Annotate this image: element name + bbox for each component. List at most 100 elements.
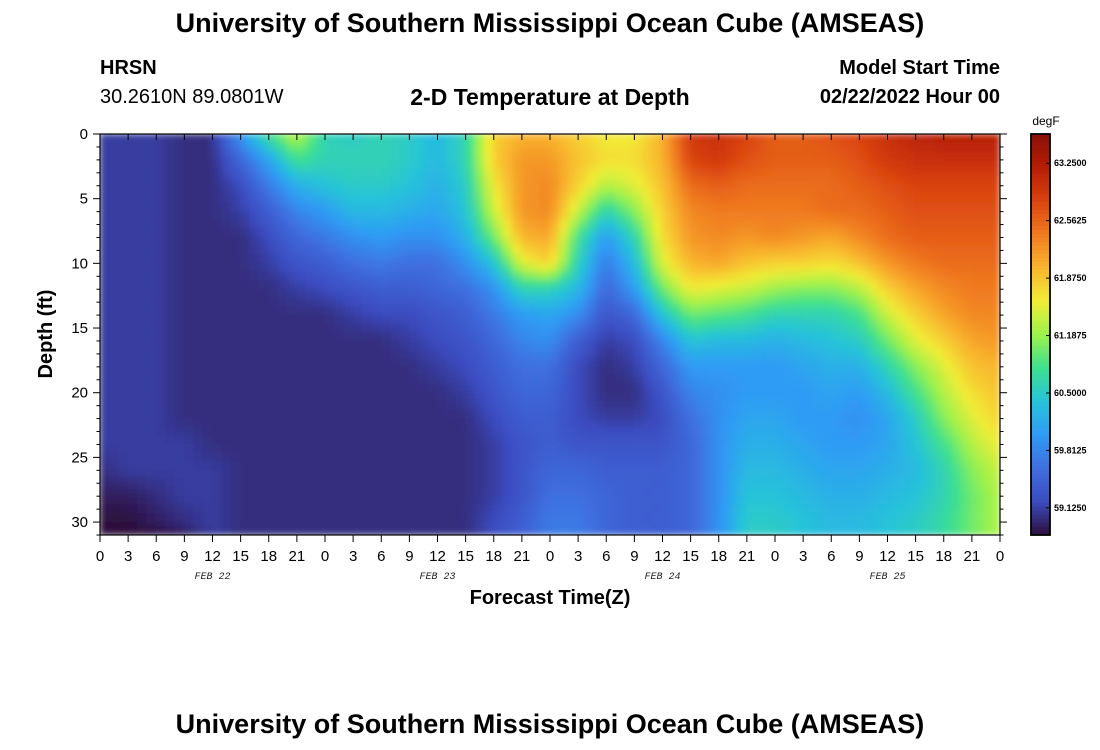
heatmap-cell — [446, 521, 457, 527]
heatmap-cell — [315, 478, 326, 489]
heatmap-cell — [727, 409, 738, 420]
heatmap-cell — [793, 487, 804, 497]
heatmap-cell — [465, 392, 476, 402]
heatmap-cell — [315, 305, 326, 316]
heatmap-cell — [652, 426, 663, 437]
heatmap-cell — [924, 504, 935, 514]
heatmap-cell — [230, 512, 242, 523]
heatmap-cell — [933, 254, 945, 264]
heatmap-cell — [849, 435, 860, 445]
heatmap-cell — [343, 314, 354, 325]
heatmap-cell — [633, 374, 645, 385]
heatmap-cell — [605, 331, 617, 342]
heatmap-cell — [718, 323, 729, 333]
heatmap-cell — [746, 185, 757, 195]
heatmap-cell — [952, 323, 963, 333]
heatmap-cell — [962, 478, 973, 489]
heatmap-cell — [240, 280, 251, 290]
heatmap-cell — [962, 512, 973, 523]
heatmap-cell — [596, 530, 607, 535]
heatmap-cell — [774, 185, 785, 195]
heatmap-cell — [137, 525, 148, 532]
heatmap-cell — [390, 211, 401, 221]
heatmap-cell — [118, 202, 129, 213]
heatmap-cell — [737, 366, 748, 376]
heatmap-cell — [230, 236, 242, 247]
heatmap-cell — [287, 495, 298, 506]
heatmap-cell — [540, 331, 551, 342]
heatmap-cell — [943, 202, 954, 213]
heatmap-cell — [183, 271, 195, 282]
date-label: FEB 24 — [644, 572, 680, 583]
heatmap-cell — [558, 487, 570, 497]
heatmap-cell — [877, 512, 888, 523]
heatmap-cell — [605, 469, 617, 480]
heatmap-cell — [108, 288, 120, 299]
heatmap-cell — [371, 409, 382, 420]
heatmap-cell — [155, 193, 167, 204]
heatmap-cell — [155, 525, 167, 532]
heatmap-cell — [146, 409, 157, 420]
heatmap-cell — [587, 134, 598, 144]
heatmap-cell — [549, 487, 560, 497]
heatmap-cell — [230, 193, 242, 204]
heatmap-cell — [727, 435, 738, 445]
heatmap-cell — [840, 349, 851, 359]
heatmap-cell — [727, 443, 738, 454]
heatmap-cell — [183, 211, 195, 221]
heatmap-cell — [765, 357, 776, 368]
heatmap-cell — [137, 185, 148, 195]
heatmap-cell — [193, 409, 204, 420]
heatmap-cell — [699, 236, 710, 247]
heatmap-cell — [718, 366, 729, 376]
heatmap-cell — [708, 211, 720, 221]
heatmap-cell — [315, 134, 326, 144]
heatmap-cell — [558, 469, 570, 480]
heatmap-cell — [596, 167, 607, 178]
heatmap-cell — [100, 134, 110, 144]
heatmap-cell — [905, 521, 917, 527]
heatmap-cell — [915, 512, 926, 523]
colorbar-swatch — [1031, 254, 1050, 259]
heatmap-cell — [737, 374, 748, 385]
heatmap-cell — [240, 418, 251, 428]
heatmap-cell — [296, 150, 307, 161]
colorbar-swatch — [1031, 189, 1050, 195]
heatmap-cell — [446, 176, 457, 187]
heatmap-cell — [821, 340, 832, 351]
heatmap-cell — [305, 374, 317, 385]
heatmap-cell — [277, 314, 288, 325]
heatmap-cell — [455, 288, 467, 299]
heatmap-cell — [558, 504, 570, 514]
heatmap-cell — [249, 271, 260, 282]
heatmap-cell — [577, 525, 588, 532]
heatmap-cell — [512, 487, 523, 497]
heatmap-cell — [587, 478, 598, 489]
heatmap-cell — [352, 504, 363, 514]
heatmap-cell — [465, 262, 476, 273]
heatmap-cell — [962, 219, 973, 230]
heatmap-cell — [915, 383, 926, 394]
heatmap-cell — [446, 435, 457, 445]
heatmap-cell — [540, 271, 551, 282]
heatmap-cell — [643, 305, 654, 316]
heatmap-cell — [240, 159, 251, 169]
heatmap-cell — [718, 245, 729, 256]
heatmap-cell — [821, 478, 832, 489]
heatmap-cell — [971, 202, 982, 213]
heatmap-cell — [624, 400, 635, 411]
heatmap-cell — [212, 297, 223, 307]
heatmap-cell — [399, 504, 410, 514]
heatmap-cell — [371, 176, 382, 187]
heatmap-cell — [783, 323, 795, 333]
heatmap-cell — [202, 487, 213, 497]
heatmap-cell — [924, 521, 935, 527]
heatmap-cell — [540, 280, 551, 290]
heatmap-cell — [521, 262, 532, 273]
heatmap-cell — [530, 305, 542, 316]
heatmap-cell — [437, 374, 448, 385]
heatmap-cell — [240, 383, 251, 394]
heatmap-cell — [202, 280, 213, 290]
heatmap-cell — [662, 134, 673, 144]
heatmap-cell — [840, 426, 851, 437]
